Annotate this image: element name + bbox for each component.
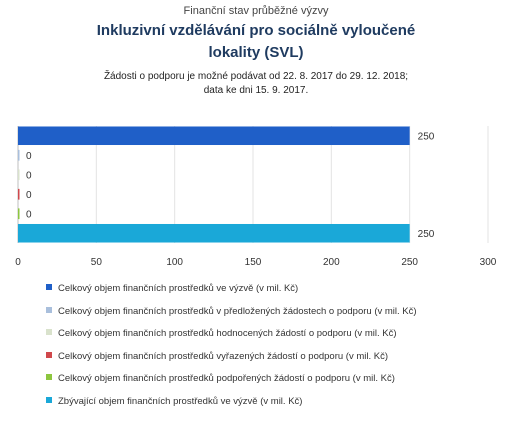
legend-item: Celkový objem finančních prostředků ve v… [46, 283, 298, 297]
data-label: 0 [26, 170, 32, 181]
legend-swatch [46, 374, 52, 381]
legend-label: Celkový objem finančních prostředků ve v… [58, 283, 299, 294]
legend-item: Zbývající objem finančních prostředků ve… [46, 396, 302, 410]
legend-swatch [46, 329, 52, 336]
x-tick-label: 100 [166, 257, 183, 268]
bar-5 [18, 208, 20, 220]
data-label: 0 [26, 151, 32, 162]
legend-swatch [46, 306, 52, 313]
x-tick-label: 250 [401, 257, 418, 268]
chart-title-line-1: Inkluzivní vzdělávání pro sociálně vylou… [96, 22, 416, 39]
x-tick-label: 200 [323, 257, 340, 268]
data-label: 250 [418, 229, 435, 240]
legend-item: Celkový objem finančních prostředků v př… [46, 306, 417, 320]
legend-item: Celkový objem finančních prostředků podp… [46, 373, 395, 387]
x-tick-label: 150 [245, 257, 262, 268]
legend-item: Celkový objem finančních prostředků hodn… [46, 328, 396, 342]
bar-3 [18, 169, 20, 181]
bar-1 [18, 126, 410, 146]
bar-6 [18, 223, 410, 243]
x-tick-label: 50 [91, 257, 103, 268]
legend-label: Celkový objem finančních prostředků podp… [58, 373, 395, 384]
chart-subtitle-line-1: Žádosti o podporu je možné podávat od 22… [103, 71, 409, 82]
chart-title: Inkluzivní vzdělávání pro sociálně vylou… [0, 20, 512, 64]
legend-swatch [46, 284, 52, 291]
legend-label: Zbývající objem finančních prostředků ve… [58, 395, 303, 407]
legend-label: Celkový objem finančních prostředků v př… [58, 305, 417, 317]
data-label: 0 [26, 209, 32, 220]
chart-title-line-2: lokality (SVL) [208, 44, 304, 61]
data-label: 0 [26, 190, 32, 201]
chart-subtitle: Žádosti o podporu je možné podávat od 22… [0, 70, 512, 98]
legend-label: Celkový objem finančních prostředků vyřa… [58, 350, 389, 362]
chart-pretitle: Finanční stav průběžné výzvy [183, 5, 329, 17]
x-tick-label: 300 [480, 257, 497, 268]
legend-label: Celkový objem finančních prostředků hodn… [58, 328, 397, 339]
legend-swatch [46, 351, 52, 358]
legend-item: Celkový objem finančních prostředků vyřa… [46, 351, 388, 365]
bar-4 [18, 188, 20, 200]
x-tick-label: 0 [15, 257, 21, 268]
data-label: 250 [418, 131, 435, 142]
bar-2 [18, 149, 20, 161]
chart-subtitle-line-2: data ke dni 15. 9. 2017. [203, 85, 309, 96]
legend-swatch [46, 396, 52, 403]
